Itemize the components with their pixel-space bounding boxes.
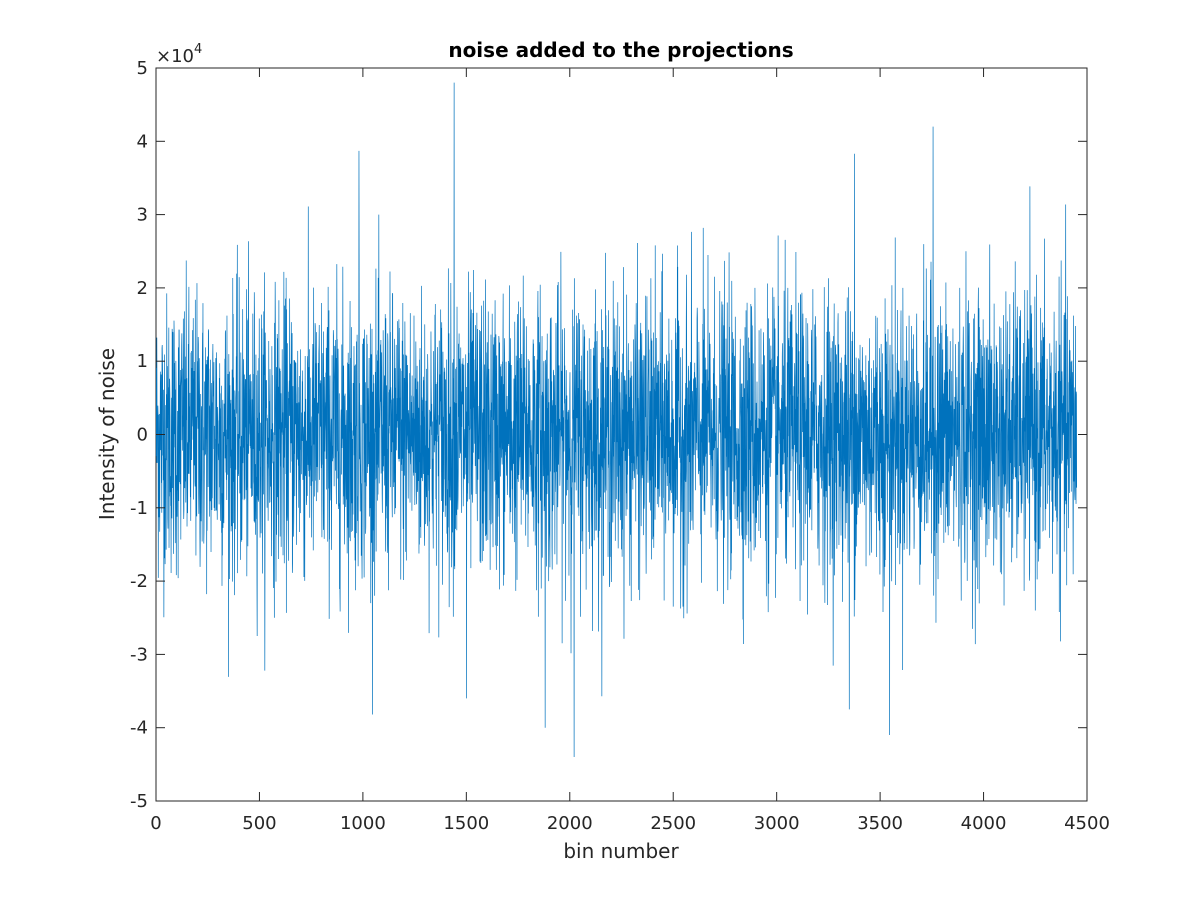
x-tick-label: 3000 — [754, 813, 800, 834]
y-tick-label: 3 — [137, 205, 148, 226]
y-tick-label: -3 — [130, 644, 148, 665]
y-tick-label: 2 — [137, 278, 148, 299]
y-tick-label: -5 — [130, 791, 148, 812]
y-exponent-label: ×104 — [156, 42, 202, 67]
y-tick-label: 4 — [137, 131, 148, 152]
x-tick-label: 1000 — [340, 813, 386, 834]
x-tick-label: 1500 — [443, 813, 489, 834]
x-tick-label: 2500 — [650, 813, 696, 834]
y-tick-label: 0 — [137, 425, 148, 446]
series-layer — [155, 82, 1078, 758]
y-tick-label: -4 — [130, 718, 148, 739]
y-tick-label: -1 — [130, 498, 148, 519]
chart-title: noise added to the projections — [448, 38, 793, 62]
ticks-layer — [155, 67, 1088, 802]
y-tick-label: 5 — [137, 58, 148, 79]
y-tick-labels: -5 -4 -3 -2 -1 0 1 2 3 4 5 — [130, 58, 148, 812]
y-tick-label: 1 — [137, 351, 148, 372]
x-tick-label: 2000 — [547, 813, 593, 834]
x-tick-labels: 0 500 1000 1500 2000 2500 3000 3500 4000 4500 — [150, 813, 1110, 834]
series-line — [155, 82, 1078, 758]
x-tick-label: 4500 — [1064, 813, 1110, 834]
x-tick-label: 3500 — [857, 813, 903, 834]
x-tick-label: 0 — [150, 813, 161, 834]
y-exponent-power: 4 — [194, 42, 202, 57]
x-tick-label: 4000 — [961, 813, 1007, 834]
y-tick-label: -2 — [130, 571, 148, 592]
x-axis-label: bin number — [563, 839, 679, 863]
x-tick-label: 500 — [242, 813, 276, 834]
y-exponent-base: ×10 — [156, 46, 194, 67]
y-axis-label: Intensity of noise — [95, 348, 119, 520]
